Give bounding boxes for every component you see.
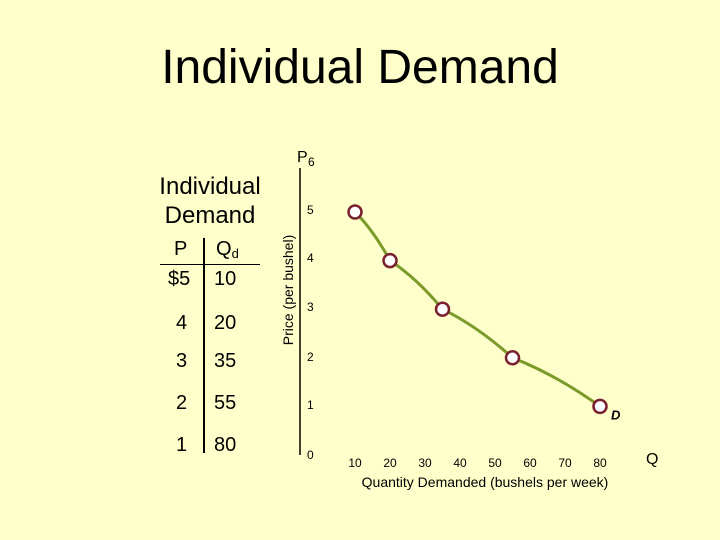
x-tick-label: 40 <box>453 456 467 470</box>
data-point-marker <box>592 398 608 415</box>
y-axis-letter: P <box>297 149 308 166</box>
table-cell-quantity: 80 <box>214 434 237 456</box>
y-tick-label: 3 <box>307 300 314 314</box>
table-cell-quantity: 35 <box>214 350 237 372</box>
table-cell-price: 1 <box>176 434 188 456</box>
x-tick-label: 10 <box>348 456 362 470</box>
demand-curve-label: D <box>611 407 621 422</box>
demand-curve-line <box>353 210 602 408</box>
table-cell-quantity: 10 <box>214 268 237 290</box>
x-tick-label: 60 <box>523 456 537 470</box>
data-point-marker <box>504 350 521 366</box>
table-header-rule <box>160 264 260 265</box>
y-tick-label: 0 <box>307 448 314 462</box>
table-header-price: P <box>174 238 188 260</box>
table-cell-price: 4 <box>176 312 188 334</box>
x-tick-label: 50 <box>488 456 502 470</box>
y-tick-label: 6 <box>308 155 315 169</box>
table-cell-price: 2 <box>176 392 188 414</box>
table-cell-price: 3 <box>176 350 188 372</box>
x-tick-label: 30 <box>418 456 432 470</box>
table-cell-quantity: 20 <box>214 312 237 334</box>
data-point-marker <box>434 301 451 317</box>
page-title: Individual Demand <box>161 41 559 94</box>
x-axis-label: Quantity Demanded (bushels per week) <box>362 474 609 490</box>
y-tick-label: 4 <box>307 251 314 265</box>
y-tick-label: 1 <box>307 398 314 412</box>
table-title: Individual Demand <box>159 173 261 229</box>
demand-schedule-table: P Qd $5 10 4 20 3 35 2 55 1 80 <box>160 232 280 462</box>
table-cell-price: $5 <box>168 268 191 290</box>
table-header-quantity: Qd <box>216 238 239 261</box>
y-tick-label: 2 <box>307 350 314 364</box>
x-tick-label: 70 <box>558 456 572 470</box>
data-point-marker <box>347 204 363 220</box>
table-cell-quantity: 55 <box>214 392 237 414</box>
x-tick-label: 80 <box>593 456 607 470</box>
data-point-marker <box>382 252 398 269</box>
x-tick-label: 20 <box>383 456 397 470</box>
y-tick-label: 5 <box>307 203 314 217</box>
x-axis-letter: Q <box>646 451 658 468</box>
y-axis-label: Price (per bushel) <box>280 235 296 346</box>
table-divider <box>203 238 205 453</box>
